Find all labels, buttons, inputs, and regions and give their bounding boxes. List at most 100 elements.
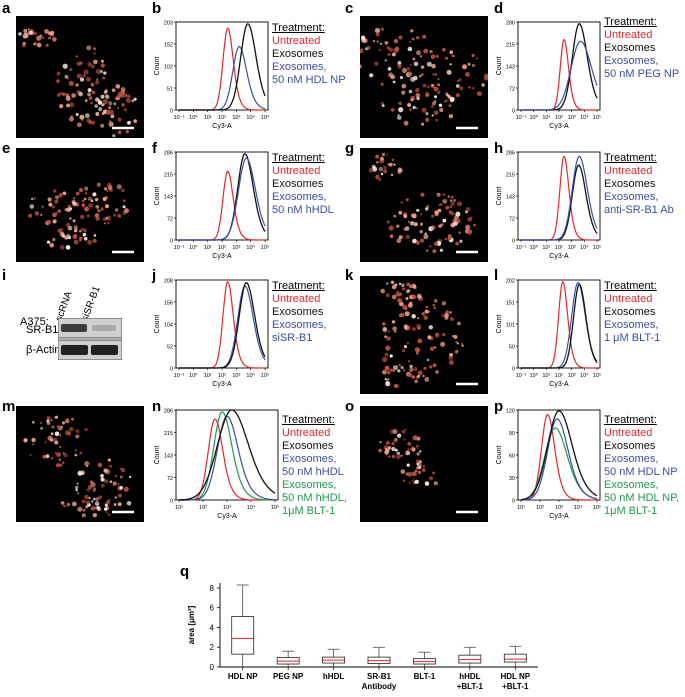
- cell-spot: [54, 415, 59, 419]
- cell-spot: [427, 310, 430, 313]
- histogram-curve-red: [521, 155, 597, 241]
- cell-spot: [425, 117, 430, 122]
- x-tick-label: 10⁻¹: [174, 115, 185, 121]
- cell-spot: [404, 311, 410, 317]
- legend-n: Treatment: Untreated Exosomes Exosomes, 50 n…: [282, 414, 347, 518]
- cell-spot: [55, 211, 59, 215]
- cell-spot: [384, 365, 390, 371]
- cell-spot: [398, 210, 403, 215]
- cell-spot: [409, 63, 412, 66]
- legend-entry: Untreated: [604, 427, 653, 439]
- cell-spot: [389, 354, 393, 358]
- legend-entry: Exosomes,: [272, 61, 327, 73]
- cell-spot: [416, 317, 420, 320]
- cell-spot: [406, 282, 411, 287]
- cell-spot: [53, 437, 58, 442]
- cell-spot: [105, 94, 109, 99]
- x-axis-label: Cy3-A: [549, 253, 569, 260]
- cell-spot: [28, 213, 33, 218]
- cell-spot: [439, 107, 444, 113]
- cell-spot: [426, 61, 432, 67]
- y-tick-label: 104: [164, 323, 173, 329]
- cell-spot: [458, 231, 461, 234]
- cell-spot: [436, 192, 441, 197]
- cell-spot: [84, 206, 89, 212]
- cell-spot: [400, 312, 405, 318]
- cell-spot: [45, 454, 50, 459]
- cell-spot: [380, 82, 384, 86]
- cell-spot: [117, 213, 122, 218]
- cell-spot: [46, 219, 52, 225]
- cell-spot: [398, 107, 404, 113]
- cell-spot: [384, 335, 387, 338]
- cell-spot: [381, 104, 385, 107]
- cell-spot: [422, 83, 427, 88]
- y-tick-label: 72: [509, 217, 515, 223]
- cell-spot: [103, 468, 108, 473]
- cell-spot: [405, 234, 410, 239]
- x-tick-label: 10³: [232, 245, 240, 251]
- x-axis-label: Cy3-A: [212, 381, 232, 388]
- cell-spot: [399, 168, 403, 173]
- legend-header: Treatment:: [272, 152, 325, 164]
- legend-entry: anti-SR-B1 Ab: [604, 204, 674, 216]
- cell-spot: [475, 57, 478, 60]
- cell-spot: [386, 220, 390, 224]
- box-0: [231, 584, 255, 667]
- cell-spot: [123, 108, 127, 112]
- x-tick-label: 10⁴: [574, 504, 583, 511]
- cell-spot: [428, 476, 434, 481]
- panel-letter-i: i: [2, 267, 7, 284]
- cell-spot: [450, 201, 455, 206]
- cell-spot: [44, 29, 49, 34]
- x-tick-label: hHDL: [459, 672, 480, 681]
- cell-spot: [403, 324, 408, 329]
- histogram-curve-green: [179, 411, 275, 501]
- cell-spot: [60, 232, 65, 237]
- cell-spot: [481, 83, 485, 87]
- legend-h: Treatment: Untreated Exosomes Exosomes, anti…: [604, 152, 674, 217]
- cell-spot: [392, 326, 397, 331]
- cell-spot: [400, 366, 404, 370]
- cell-spot: [62, 63, 68, 69]
- cell-spot: [59, 434, 62, 437]
- y-tick-label: 0: [170, 109, 173, 115]
- cell-spot: [102, 217, 107, 221]
- cell-spot: [403, 369, 406, 372]
- flow-histogram-h: 286 215 143 72 010⁻¹ 10⁰ 10¹ 10² 10³ 10⁴ 10⁵ Cy3-A C…: [496, 151, 601, 261]
- y-tick-label: 50: [509, 345, 515, 351]
- x-tick-label: BLT-1: [414, 672, 436, 681]
- cell-spot: [79, 451, 82, 455]
- microscopy-image-e: [16, 148, 144, 262]
- cell-spot: [116, 93, 122, 99]
- cell-spot: [388, 225, 394, 231]
- cell-spot: [386, 370, 391, 375]
- cell-spot: [51, 425, 55, 429]
- cell-spot: [375, 154, 379, 159]
- y-tick-label: 202: [506, 279, 515, 285]
- y-tick-label: 0: [512, 367, 515, 373]
- cell-spot: [110, 114, 115, 119]
- legend-header: Treatment:: [272, 22, 325, 34]
- cell-spot: [417, 470, 421, 475]
- cell-spot: [397, 433, 402, 438]
- histogram-curve-blue: [521, 155, 598, 241]
- cell-spot: [421, 73, 424, 76]
- cell-spot: [86, 488, 91, 492]
- cell-spot: [426, 358, 430, 362]
- cell-spot: [391, 108, 395, 112]
- x-tick-label: 10⁴: [247, 504, 256, 511]
- cell-spot: [384, 450, 389, 455]
- cell-spot: [82, 74, 86, 78]
- cell-spot: [379, 441, 382, 444]
- cell-spot: [105, 511, 108, 514]
- cell-spot: [433, 481, 438, 486]
- cell-spot: [54, 199, 59, 204]
- cell-spot: [427, 85, 430, 89]
- cell-spot: [73, 225, 78, 230]
- x-axis-label: Cy3-A: [217, 513, 237, 520]
- cell-spot: [75, 113, 79, 116]
- cell-spot: [380, 172, 384, 176]
- cell-spot: [451, 212, 455, 216]
